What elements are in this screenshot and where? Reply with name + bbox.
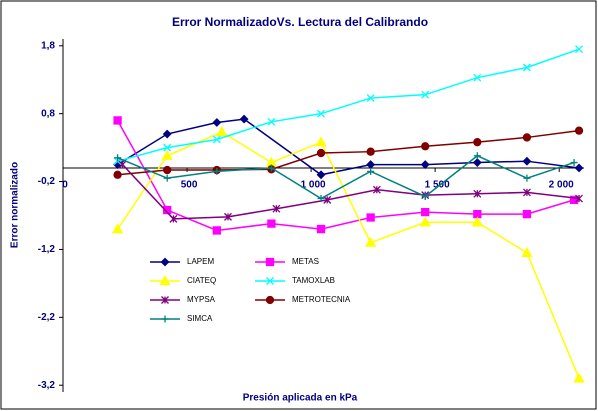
data-point: [114, 154, 122, 162]
data-point: [472, 158, 482, 167]
data-point: [419, 216, 431, 227]
data-point: [161, 149, 173, 160]
data-point: [421, 207, 430, 217]
data-point: [473, 209, 482, 219]
series-line: [117, 129, 580, 176]
data-point: [267, 219, 276, 228]
data-point: [365, 236, 377, 247]
y-tick-label: 0,8: [41, 108, 55, 119]
data-point: [169, 214, 178, 223]
data-point: [420, 160, 430, 170]
y-tick-label: -3,2: [38, 380, 56, 391]
data-point: [163, 174, 171, 182]
data-point: [212, 226, 221, 235]
x-tick-label: 0: [62, 180, 68, 191]
legend-label: MYPSA: [187, 295, 216, 304]
data-point: [272, 204, 281, 213]
data-point: [113, 116, 122, 125]
data-point: [473, 73, 482, 82]
data-point: [316, 170, 326, 180]
y-tick-label: 1,8: [41, 40, 55, 51]
data-point: [239, 114, 249, 124]
data-point: [473, 152, 481, 160]
legend-marker: [161, 315, 169, 323]
data-point: [367, 167, 375, 175]
y-axis-label: Error normalizado: [10, 162, 21, 248]
y-tick-label: -0,2: [38, 176, 56, 187]
data-point: [212, 118, 222, 127]
data-point: [574, 126, 584, 135]
data-point: [521, 247, 533, 257]
data-point: [372, 185, 381, 194]
data-point: [523, 174, 531, 182]
legend-label: LAPEM: [187, 257, 214, 266]
data-point: [366, 213, 375, 222]
data-point: [522, 133, 532, 142]
series-line: [121, 164, 580, 220]
series-line: [117, 118, 580, 176]
data-point: [317, 195, 325, 203]
data-point: [421, 90, 430, 99]
data-point: [213, 167, 221, 175]
data-point: [522, 156, 532, 166]
x-tick-label: 1 500: [425, 180, 450, 191]
y-tick-label: -2,2: [38, 312, 56, 323]
legend-label: METROTECNIA: [292, 295, 351, 304]
data-point: [366, 94, 375, 103]
data-point: [473, 189, 482, 198]
data-point: [212, 135, 221, 144]
data-point: [421, 142, 430, 151]
legend-marker: [161, 296, 169, 304]
data-point: [216, 126, 228, 137]
y-tick-label: -1,2: [38, 244, 56, 255]
legend-marker: [265, 257, 275, 267]
data-point: [163, 165, 172, 175]
data-point: [267, 164, 275, 172]
x-tick-label: 500: [181, 180, 198, 191]
data-point: [316, 224, 326, 234]
data-point: [317, 109, 325, 118]
data-point: [522, 63, 531, 72]
legend-label: TAMOXLAB: [292, 276, 335, 285]
data-point: [522, 209, 532, 219]
legend-marker: [265, 295, 275, 305]
data-point: [118, 160, 127, 169]
data-point: [267, 117, 276, 126]
data-point: [575, 194, 583, 203]
data-point: [224, 212, 232, 221]
x-axis-label: Presión aplicada en kPa: [243, 393, 358, 404]
data-point: [323, 195, 332, 204]
data-point: [573, 372, 585, 383]
series-line: [117, 154, 575, 200]
data-point: [163, 205, 172, 215]
legend-label: METAS: [292, 257, 319, 266]
data-point: [522, 188, 531, 197]
data-point: [421, 192, 429, 200]
data-point: [111, 223, 124, 234]
series-line: [116, 120, 575, 232]
data-point: [570, 159, 578, 167]
data-point: [113, 170, 122, 179]
x-tick-label: 1 000: [301, 180, 326, 191]
legend-label: CIATEQ: [187, 276, 216, 285]
legend-marker: [266, 277, 274, 285]
chart-title: Error NormalizadoVs. Lectura del Calibra…: [172, 15, 428, 29]
legend-label: SIMCA: [187, 314, 213, 323]
data-point: [473, 138, 482, 147]
data-point: [162, 129, 172, 139]
data-point: [316, 148, 326, 158]
legend-marker: [160, 257, 170, 267]
x-tick-label: 2 000: [549, 180, 574, 191]
data-point: [471, 216, 483, 227]
data-point: [163, 143, 172, 152]
data-point: [574, 163, 584, 173]
legend-marker: [159, 275, 171, 286]
data-point: [315, 136, 327, 147]
series-line: [117, 48, 580, 162]
data-point: [366, 147, 375, 156]
data-point: [575, 45, 583, 54]
